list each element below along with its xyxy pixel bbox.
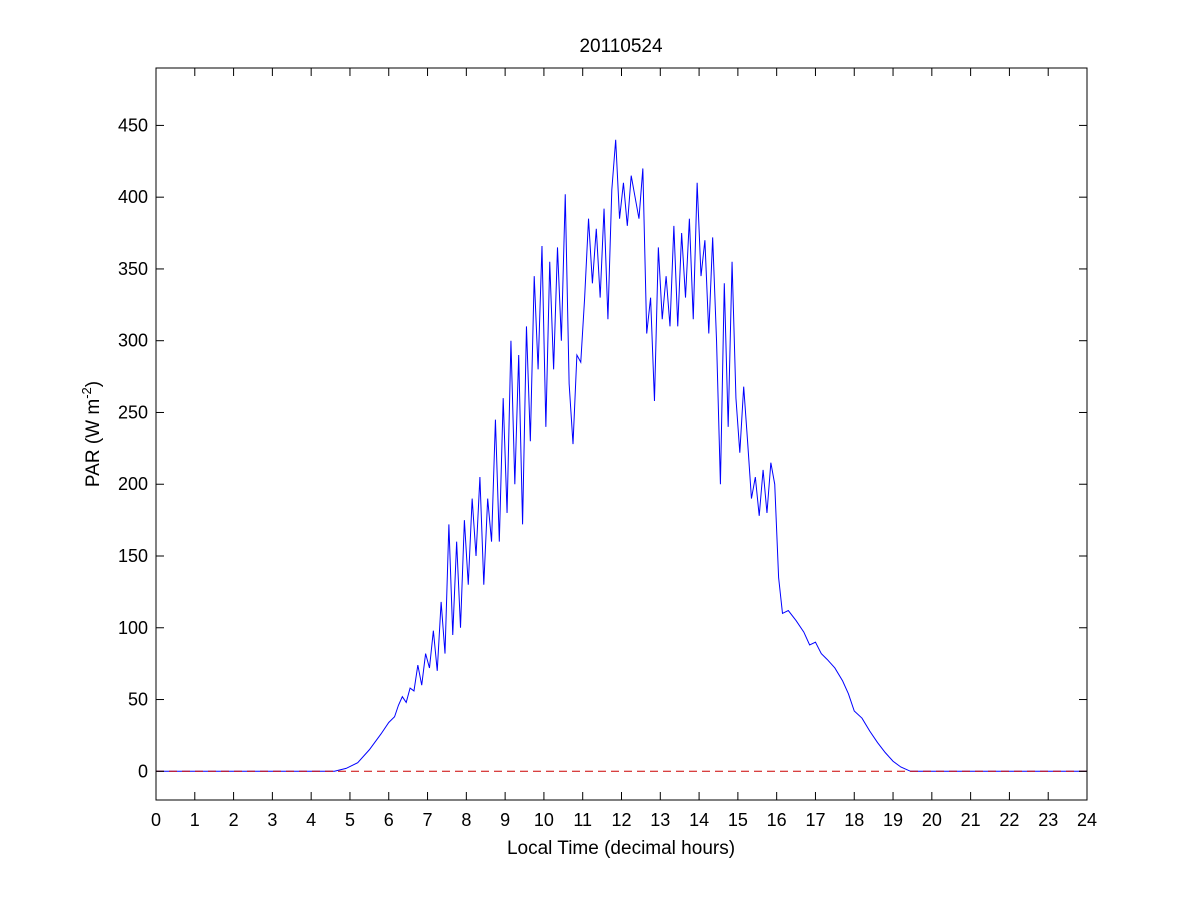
x-tick-label: 2 — [229, 810, 239, 830]
par-series-line — [156, 139, 1087, 772]
x-tick-label: 16 — [767, 810, 787, 830]
chart-title: 20110524 — [579, 36, 663, 57]
x-tick-label: 12 — [611, 810, 631, 830]
x-tick-label: 20 — [922, 810, 942, 830]
x-tick-label: 18 — [844, 810, 864, 830]
x-tick-label: 19 — [883, 810, 903, 830]
y-tick-label: 200 — [118, 474, 148, 494]
x-tick-label: 1 — [190, 810, 200, 830]
y-tick-label: 450 — [118, 115, 148, 135]
x-tick-label: 5 — [345, 810, 355, 830]
x-axis-title: Local Time (decimal hours) — [507, 838, 735, 859]
series-layer — [156, 139, 1087, 772]
x-tick-label: 14 — [689, 810, 709, 830]
y-axis-title-superscript: -2 — [79, 387, 94, 399]
x-tick-label: 9 — [500, 810, 510, 830]
x-tick-label: 23 — [1038, 810, 1058, 830]
x-tick-label: 10 — [534, 810, 554, 830]
y-tick-label: 50 — [128, 690, 148, 710]
x-tick-label: 8 — [461, 810, 471, 830]
x-tick-label: 0 — [151, 810, 161, 830]
x-tick-label: 3 — [267, 810, 277, 830]
plot-background — [156, 68, 1087, 800]
x-tick-label: 13 — [650, 810, 670, 830]
x-tick-label: 6 — [384, 810, 394, 830]
ticks-layer: 0 1 2 3 4 5 6 7 8 9 10 11 12 13 14 15 16 17 18 19 20 21 22 23 24… — [118, 68, 1097, 830]
y-tick-label: 100 — [118, 618, 148, 638]
y-axis-title-main: PAR (W m — [83, 399, 104, 487]
y-axis-title-close: ) — [83, 381, 104, 387]
y-tick-label: 150 — [118, 546, 148, 566]
y-tick-label: 400 — [118, 187, 148, 207]
y-tick-label: 250 — [118, 402, 148, 422]
x-tick-label: 7 — [423, 810, 433, 830]
x-tick-label: 24 — [1077, 810, 1097, 830]
y-tick-label: 0 — [138, 761, 148, 781]
x-tick-label: 15 — [728, 810, 748, 830]
y-tick-label: 350 — [118, 259, 148, 279]
x-tick-label: 22 — [999, 810, 1019, 830]
x-tick-label: 11 — [573, 810, 592, 830]
x-tick-label: 17 — [805, 810, 825, 830]
x-tick-label: 21 — [961, 810, 981, 830]
y-tick-label: 300 — [118, 331, 148, 351]
y-axis-title: PAR (W m-2) — [79, 381, 104, 487]
x-tick-label: 4 — [306, 810, 316, 830]
